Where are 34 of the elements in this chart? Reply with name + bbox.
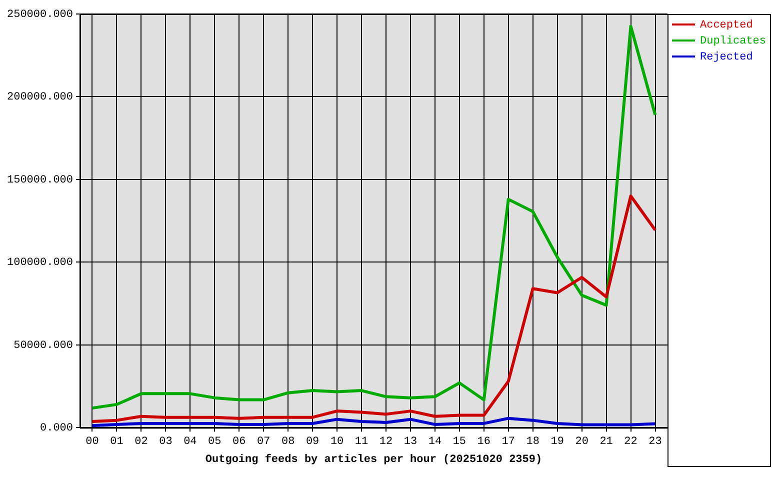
x-tick-label: 08 (281, 436, 295, 448)
x-tick-label: 11 (354, 436, 369, 448)
y-tick-label: 250000.000 (6, 8, 74, 21)
x-tick-label: 01 (110, 436, 124, 448)
x-tick-label: 00 (86, 436, 99, 448)
x-tick-label: 16 (477, 436, 491, 448)
x-tick-label: 02 (134, 436, 148, 448)
x-tick-label: 04 (184, 436, 198, 448)
x-tick-label: 09 (306, 436, 320, 448)
x-tick-label: 13 (404, 436, 418, 448)
legend-label: Accepted (700, 19, 753, 32)
x-tick-label: 22 (624, 436, 638, 448)
x-axis-title: Outgoing feeds by articles per hour (20251020 2359) (205, 453, 542, 466)
x-tick-label: 14 (428, 436, 442, 448)
x-tick-label: 12 (379, 436, 393, 448)
x-tick-label: 07 (256, 436, 270, 448)
x-tick-label: 06 (232, 436, 246, 448)
x-tick-label: 17 (502, 436, 515, 448)
x-tick-label: 19 (550, 436, 564, 448)
legend-label: Rejected (700, 51, 753, 64)
x-tick-label: 03 (159, 436, 172, 448)
x-tick-label: 21 (600, 436, 614, 448)
legend-label: Duplicates (700, 35, 766, 48)
x-tick-label: 20 (575, 436, 588, 448)
x-tick-label: 10 (330, 436, 344, 448)
y-tick-label: 50000.000 (14, 340, 74, 352)
x-tick-label: 05 (208, 436, 222, 448)
x-tick-label: 18 (526, 436, 540, 448)
x-tick-label: 15 (452, 436, 466, 448)
y-tick-label: 100000.000 (6, 257, 74, 270)
x-tick-label: 23 (648, 436, 662, 448)
y-tick-label: 0.000 (40, 422, 74, 435)
y-tick-label: 200000.000 (6, 92, 74, 104)
y-tick-label: 150000.000 (6, 174, 74, 186)
